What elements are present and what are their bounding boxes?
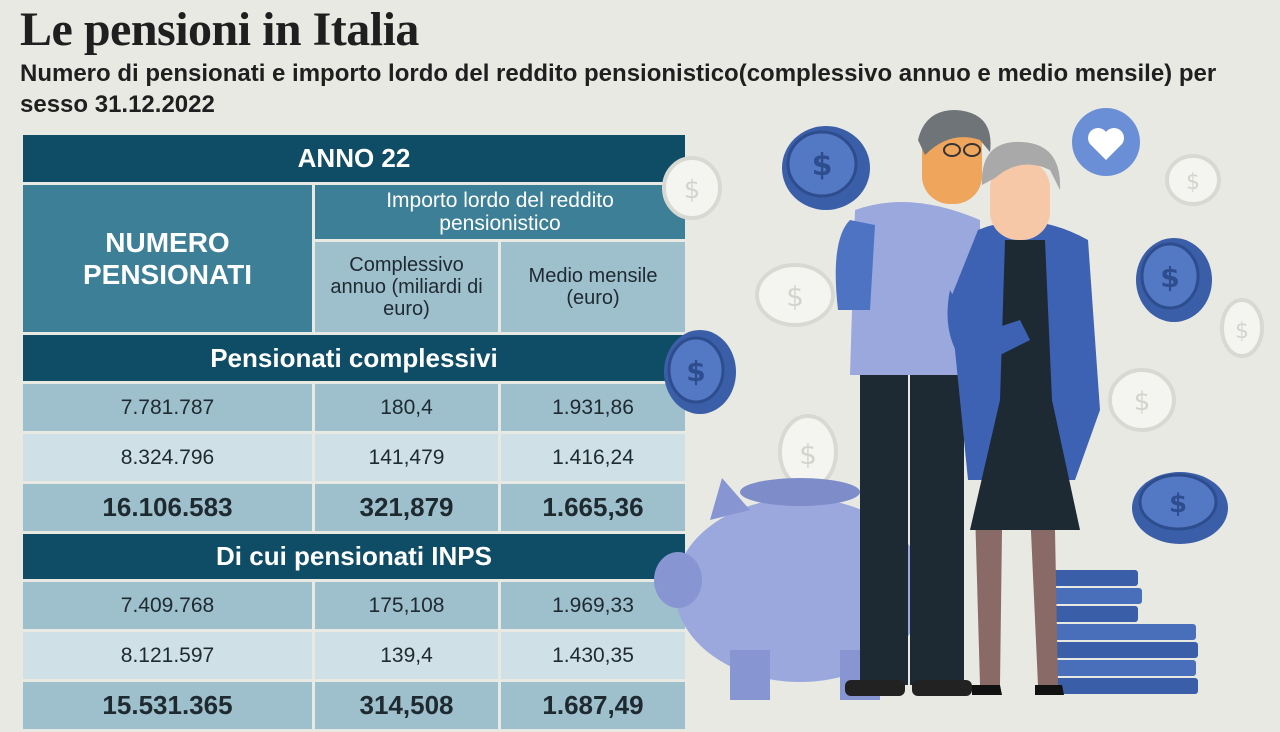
coin-icon: $ (1108, 368, 1176, 432)
numero-pensionati-label: NUMERO PENSIONATI (82, 226, 253, 290)
numero-cell: 8.324.796 (20, 431, 315, 484)
coin-icon: $ (1165, 154, 1221, 206)
coin-icon: $ (778, 414, 838, 490)
complessivo-cell: 180,4 (312, 381, 501, 434)
importo-group-header: Importo lordo del reddito pensionistico (311, 182, 689, 242)
numero-cell: 8.121.597 (20, 629, 315, 682)
svg-text:$: $ (812, 148, 833, 183)
numero-total-cell: 16.106.583 (20, 481, 315, 534)
coin-icon: $ (664, 330, 736, 414)
svg-text:$: $ (1235, 319, 1249, 344)
medio-cell: 1.430,35 (497, 629, 689, 682)
coin-icon: $ (755, 263, 835, 327)
table-row: 8.324.796 141,479 1.416,24 (20, 431, 689, 484)
svg-text:$: $ (1134, 387, 1151, 417)
section-title: Di cui pensionati INPS (19, 531, 689, 582)
complessivo-cell: 141,479 (312, 431, 501, 484)
complessivo-cell: 139,4 (312, 629, 501, 682)
page-subtitle: Numero di pensionati e importo lordo del… (20, 60, 1217, 118)
coin-icon: $ (782, 126, 870, 210)
numero-total-cell: 15.531.365 (20, 679, 315, 732)
complessivo-label: Complessivo annuo (miliardi di euro) (330, 254, 483, 320)
coin-icon: $ (1132, 472, 1228, 544)
coin-icon: $ (1220, 298, 1264, 358)
table-row-total: 15.531.365 314,508 1.687,49 (20, 679, 689, 732)
complessivo-cell: 175,108 (312, 579, 501, 632)
medio-total-cell: 1.665,36 (497, 481, 689, 534)
page-title: Le pensioni in Italia (20, 3, 419, 56)
table-row: 7.781.787 180,4 1.931,86 (20, 381, 689, 434)
coin-icon: $ (662, 156, 722, 220)
section-title: Pensionati complessivi (19, 332, 689, 384)
woman-figure (947, 141, 1100, 695)
elderly-couple-illustration: $ $ $ $ $ $ $ $ $ $ (654, 108, 1264, 700)
svg-text:$: $ (1186, 170, 1200, 195)
numero-pensionati-header: NUMERO PENSIONATI (20, 182, 315, 335)
complessivo-total-cell: 314,508 (312, 679, 501, 732)
svg-text:$: $ (686, 355, 705, 388)
numero-cell: 7.409.768 (20, 579, 315, 632)
coin-stack-icon (1038, 570, 1198, 694)
heart-icon (1072, 108, 1140, 176)
table-row-total: 16.106.583 321,879 1.665,36 (20, 481, 689, 534)
importo-group-label: Importo lordo del reddito pensionistico (386, 189, 614, 235)
complessivo-total-cell: 321,879 (312, 481, 501, 534)
medio-cell: 1.416,24 (497, 431, 689, 484)
coin-icon: $ (1136, 238, 1212, 322)
pension-table: ANNO 22 NUMERO PENSIONATI Importo lordo … (19, 132, 689, 732)
svg-text:$: $ (786, 280, 804, 313)
svg-text:$: $ (1160, 261, 1179, 294)
complessivo-header: Complessivo annuo (miliardi di euro) (312, 239, 501, 335)
svg-text:$: $ (684, 175, 701, 205)
year-header: ANNO 22 (19, 132, 689, 185)
table-row: 7.409.768 175,108 1.969,33 (20, 579, 689, 632)
medio-header: Medio mensile (euro) (497, 239, 689, 335)
medio-label: Medio mensile (euro) (528, 265, 658, 309)
table-row: 8.121.597 139,4 1.430,35 (20, 629, 689, 682)
svg-text:$: $ (799, 438, 817, 471)
medio-cell: 1.931,86 (497, 381, 689, 434)
svg-text:$: $ (1169, 489, 1187, 519)
numero-cell: 7.781.787 (20, 381, 315, 434)
man-figure (835, 110, 991, 696)
